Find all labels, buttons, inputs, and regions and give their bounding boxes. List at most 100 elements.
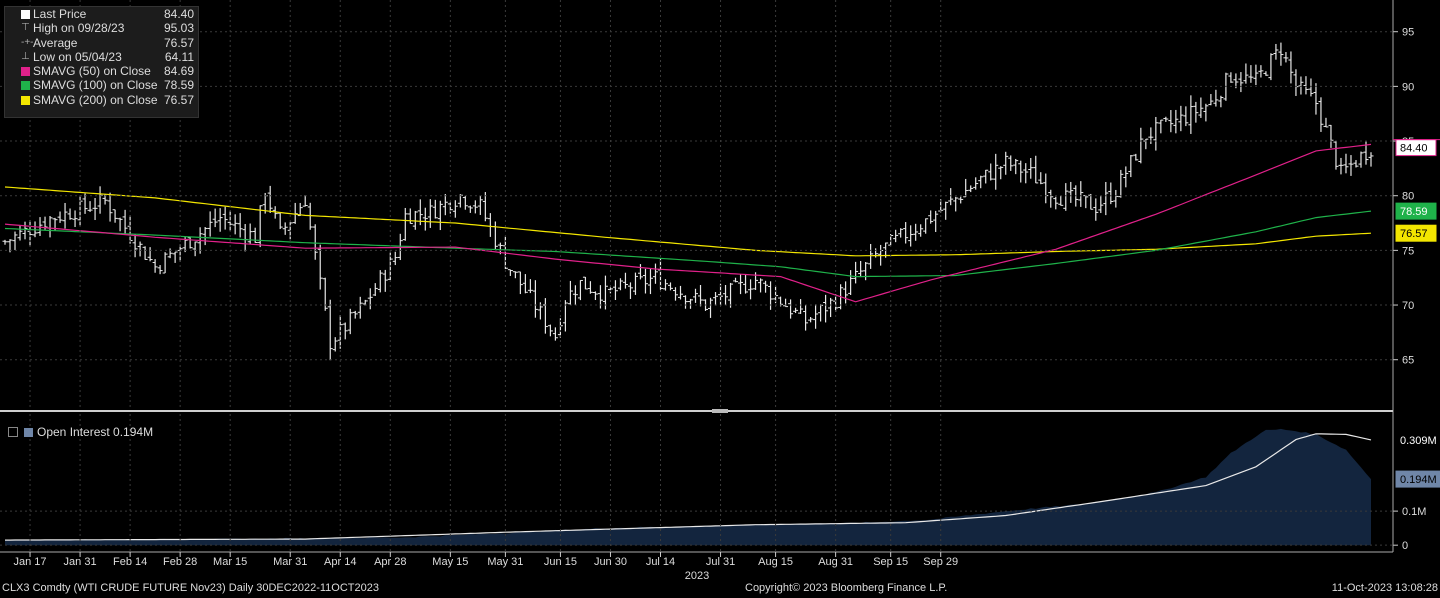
- price-bar: [412, 210, 418, 230]
- price-bar: [688, 298, 694, 309]
- price-bar: [367, 288, 373, 310]
- price-bar: [667, 282, 673, 291]
- price-bar: [122, 209, 128, 234]
- y-tick-label: 0.1M: [1402, 506, 1426, 518]
- price-bar: [793, 307, 799, 314]
- price-bar: [1218, 95, 1224, 108]
- price-bar: [848, 270, 854, 295]
- price-bar: [372, 283, 378, 296]
- price-bar: [117, 217, 123, 232]
- price-bar: [67, 208, 73, 220]
- legend-high: ⊤ High on 09/28/23 95.03: [5, 21, 198, 35]
- x-year-label: 2023: [685, 570, 709, 582]
- price-bar: [1263, 71, 1269, 76]
- legend-last-price: Last Price 84.40: [5, 7, 198, 21]
- price-bar: [1268, 53, 1274, 81]
- price-bar: [437, 200, 443, 231]
- price-bar: [1278, 42, 1284, 66]
- price-bar: [1088, 193, 1094, 210]
- price-bar: [612, 280, 618, 301]
- legend-swatch: [21, 95, 30, 105]
- price-bar: [317, 244, 323, 290]
- x-tick-label: Feb 28: [163, 556, 197, 568]
- price-bar: [983, 169, 989, 184]
- price-bar: [698, 284, 704, 307]
- price-bar: [467, 205, 473, 213]
- x-tick-label: Feb 14: [113, 556, 147, 568]
- y-tick-label: 80: [1402, 191, 1414, 203]
- price-bar: [577, 279, 583, 301]
- price-bar: [1323, 117, 1329, 128]
- price-bar: [948, 188, 954, 206]
- price-bar: [943, 201, 949, 220]
- price-bar: [1208, 94, 1214, 106]
- price-bar: [818, 304, 824, 322]
- price-bar: [1233, 73, 1239, 89]
- price-bar: [1213, 89, 1219, 107]
- legend-sma200: SMAVG (200) on Close 76.57: [5, 93, 198, 107]
- price-bar: [1008, 155, 1014, 171]
- price-bar: [823, 294, 829, 323]
- price-bar: [1338, 157, 1344, 175]
- price-bar: [713, 292, 719, 306]
- price-bar: [162, 252, 168, 274]
- legend-label: Last Price: [33, 7, 87, 21]
- price-bar: [527, 279, 533, 294]
- price-bar: [552, 327, 558, 341]
- price-bar: [1243, 63, 1249, 84]
- value-tag-text: 0.194M: [1400, 474, 1437, 486]
- legend-label: SMAVG (100) on Close: [33, 78, 158, 93]
- x-tick-label: Jan 31: [64, 556, 97, 568]
- price-bar: [1333, 140, 1339, 170]
- price-bar: [1253, 64, 1259, 86]
- price-bar: [57, 211, 63, 223]
- price-bar: [1178, 105, 1184, 132]
- price-bar: [1078, 181, 1084, 207]
- price-bar: [302, 195, 308, 207]
- y-tick-label: 95: [1402, 27, 1414, 39]
- price-bar: [723, 284, 729, 306]
- value-tag-text: 84.40: [1400, 143, 1428, 155]
- price-bar: [312, 224, 318, 260]
- price-bar: [1118, 169, 1124, 198]
- price-bar: [1083, 195, 1089, 209]
- x-tick-label: Apr 14: [324, 556, 356, 568]
- price-bar: [958, 196, 964, 204]
- price-bar: [923, 218, 929, 234]
- open-interest-area: [5, 428, 1371, 546]
- price-bars: [2, 42, 1374, 361]
- x-tick-label: May 15: [432, 556, 468, 568]
- legend-swatch: [21, 10, 30, 19]
- price-bar: [542, 298, 548, 334]
- price-bar: [47, 215, 53, 238]
- price-bar: [232, 214, 238, 235]
- price-bar: [172, 251, 178, 263]
- price-bar: [898, 228, 904, 238]
- legend-toggle-icon[interactable]: [8, 427, 18, 437]
- price-bar: [157, 265, 163, 275]
- price-bar: [1113, 189, 1119, 208]
- price-bar: [342, 322, 348, 340]
- price-bar: [968, 185, 974, 193]
- price-bar: [72, 210, 78, 228]
- legend-value: 76.57: [163, 92, 194, 107]
- price-bar: [547, 324, 553, 337]
- price-bar: [127, 215, 133, 244]
- price-bar: [1198, 97, 1204, 118]
- open-interest-value-tag: 0.194M: [1395, 470, 1440, 488]
- price-bar: [267, 185, 273, 213]
- open-interest-panel: [5, 428, 1372, 546]
- price-bar: [647, 268, 653, 295]
- legend-label: Low on 05/04/23: [33, 49, 122, 64]
- price-bar: [1353, 160, 1359, 168]
- price-bar: [477, 195, 483, 215]
- price-bar: [427, 199, 433, 228]
- price-bar: [212, 208, 218, 228]
- x-tick-label: Sep 15: [873, 556, 908, 568]
- price-bar: [1183, 106, 1189, 127]
- open-interest-average-line: [5, 433, 1372, 541]
- x-tick-label: Jun 15: [544, 556, 577, 568]
- legend-value: 95.03: [163, 21, 194, 36]
- price-bar: [587, 281, 593, 294]
